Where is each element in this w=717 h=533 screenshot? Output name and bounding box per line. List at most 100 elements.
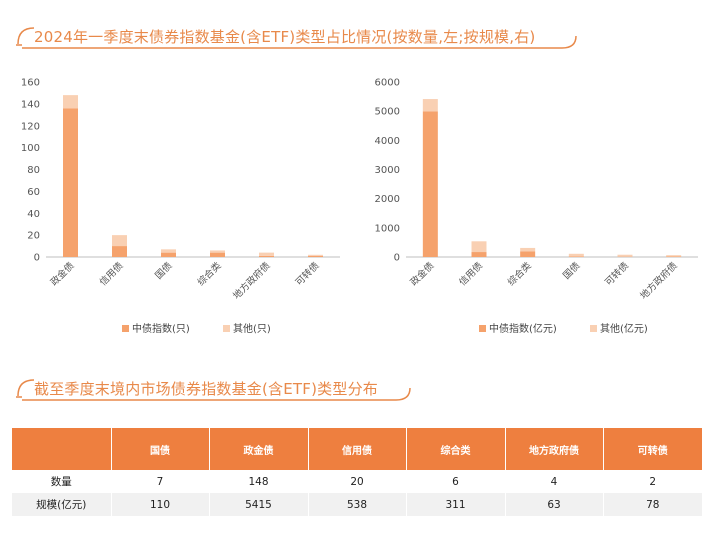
table-cell: 5415 — [209, 493, 309, 516]
y-tick-label: 160 — [21, 78, 40, 89]
legend-label: 其他(只) — [233, 324, 271, 335]
table-cell: 148 — [209, 470, 309, 493]
banner-frame — [16, 379, 411, 401]
count-chart-legend: 中债指数(只) 其他(只) — [122, 320, 301, 335]
banner-frame — [16, 27, 577, 49]
x-tick-label: 可转债 — [602, 259, 631, 288]
scale-chart-svg: 0 1000 2000 3000 4000 5000 6000 政金债 信用债 综合类 国债 可转债地… — [375, 78, 698, 302]
y-tick-label: 120 — [21, 121, 40, 132]
table-cell: 6 — [406, 470, 506, 493]
table-header-cell: 综合类 — [406, 428, 506, 470]
legend-swatch — [122, 324, 129, 332]
table-row: 数量 7 148 20 6 4 2 — [12, 470, 702, 493]
count-chart-svg: 0 20 40 60 80 100 120 140 160 政金债 信用债 国债 综合类 地方政府债 可转债 — [21, 78, 340, 302]
y-tick-label: 40 — [27, 209, 40, 220]
x-tick-label: 政金债 — [408, 259, 437, 288]
bar-segment — [666, 256, 682, 257]
table-cell: 20 — [308, 470, 407, 493]
bar-segment — [471, 241, 487, 253]
bar-segment — [422, 111, 438, 257]
table-header-cell: 地方政府债 — [505, 428, 604, 470]
legend-swatch — [223, 324, 230, 332]
legend-item-secondary: 其他(亿元) — [590, 320, 648, 335]
table-header-cell: 政金债 — [209, 428, 309, 470]
bar-segment — [259, 255, 274, 257]
legend-swatch — [590, 324, 597, 332]
table-cell: 4 — [505, 470, 604, 493]
bar-segment — [520, 251, 536, 257]
bar-segment — [259, 252, 274, 256]
bar-segment — [308, 254, 323, 256]
y-tick-label: 80 — [27, 165, 40, 176]
table-cell: 7 — [111, 470, 210, 493]
y-tick-label: 5000 — [375, 107, 400, 118]
chart-heading: 2024年一季度末债券指数基金(含ETF)类型占比情况(按数量,左;按规模,右) — [34, 28, 536, 46]
legend-label: 中债指数(亿元) — [489, 324, 557, 335]
legend-item-primary: 中债指数(亿元) — [479, 320, 557, 335]
count-chart: 0 20 40 60 80 100 120 140 160 政金债 信用债 国债 综合类 地方政府债 可转债 — [10, 70, 350, 340]
bar-segment — [520, 247, 536, 252]
distribution-table: 国债 政金债 信用债 综合类 地方政府债 可转债 数量 7 148 20 6 4… — [12, 428, 702, 516]
x-tick-label: 国债 — [153, 259, 175, 281]
legend-item-primary: 中债指数(只) — [122, 320, 190, 335]
x-tick-label: 信用债 — [456, 259, 485, 288]
table-row: 规模(亿元) 110 5415 538 311 63 78 — [12, 493, 702, 516]
bar-segment — [112, 246, 127, 257]
table-cell: 78 — [603, 493, 702, 516]
y-tick-label: 0 — [394, 253, 400, 264]
table-header-cell: 国债 — [111, 428, 210, 470]
table-cell: 110 — [111, 493, 210, 516]
bar-segment — [161, 252, 176, 257]
table-header-cell: 可转债 — [603, 428, 702, 470]
table-cell: 538 — [308, 493, 407, 516]
table-row-label: 数量 — [12, 470, 112, 493]
legend-label: 其他(亿元) — [600, 324, 648, 335]
bar-segment — [308, 255, 323, 257]
table-cell: 63 — [505, 493, 604, 516]
y-tick-label: 140 — [21, 99, 40, 110]
bar-segment — [63, 108, 78, 257]
x-tick-label: 综合类 — [195, 259, 224, 288]
table-row-label: 规模(亿元) — [12, 493, 112, 516]
table-cell: 2 — [603, 470, 702, 493]
bar-segment — [210, 250, 225, 253]
x-tick-label: 可转债 — [293, 259, 322, 288]
bar-segment — [210, 252, 225, 257]
scale-chart-legend: 中债指数(亿元) 其他(亿元) — [479, 320, 678, 335]
legend-label: 中债指数(只) — [132, 324, 190, 335]
x-tick-label: 信用债 — [97, 259, 126, 288]
y-tick-label: 60 — [27, 187, 40, 198]
table-header-cell — [12, 428, 112, 470]
y-tick-label: 2000 — [375, 194, 400, 205]
y-tick-label: 1000 — [375, 223, 400, 234]
bar-segment — [568, 253, 584, 257]
y-tick-label: 20 — [27, 231, 40, 242]
table-heading: 截至季度末境内市场债券指数基金(含ETF)类型分布 — [34, 380, 378, 398]
y-tick-label: 6000 — [375, 78, 400, 89]
x-tick-label: 综合类 — [505, 259, 534, 288]
y-tick-label: 3000 — [375, 165, 400, 176]
bar-segment — [161, 249, 176, 253]
bar-segment — [112, 235, 127, 247]
table-header-cell: 信用债 — [308, 428, 407, 470]
bar-segment — [666, 255, 682, 257]
bar-segment — [568, 256, 584, 257]
table-cell: 311 — [406, 493, 506, 516]
y-tick-label: 0 — [34, 253, 40, 264]
x-tick-label: 政金债 — [48, 259, 77, 288]
y-tick-label: 100 — [21, 143, 40, 154]
table-header-row: 国债 政金债 信用债 综合类 地方政府债 可转债 — [12, 428, 702, 470]
x-tick-label: 地方政府债 — [638, 259, 680, 301]
bar-segment — [471, 252, 487, 257]
bar-segment — [63, 95, 78, 109]
bar-segment — [422, 99, 438, 112]
y-tick-label: 4000 — [375, 136, 400, 147]
bar-segment — [617, 254, 633, 257]
legend-swatch — [479, 324, 486, 332]
section-title-banner-2: 截至季度末境内市场债券指数基金(含ETF)类型分布 — [14, 370, 414, 410]
x-tick-label: 国债 — [561, 259, 583, 281]
scale-chart: 0 1000 2000 3000 4000 5000 6000 政金债 信用债 综合类 国债 可转债地… — [360, 70, 710, 340]
section-title-banner-1: 2024年一季度末债券指数基金(含ETF)类型占比情况(按数量,左;按规模,右) — [14, 18, 582, 58]
x-tick-label: 地方政府债 — [231, 259, 273, 301]
legend-item-secondary: 其他(只) — [223, 320, 271, 335]
